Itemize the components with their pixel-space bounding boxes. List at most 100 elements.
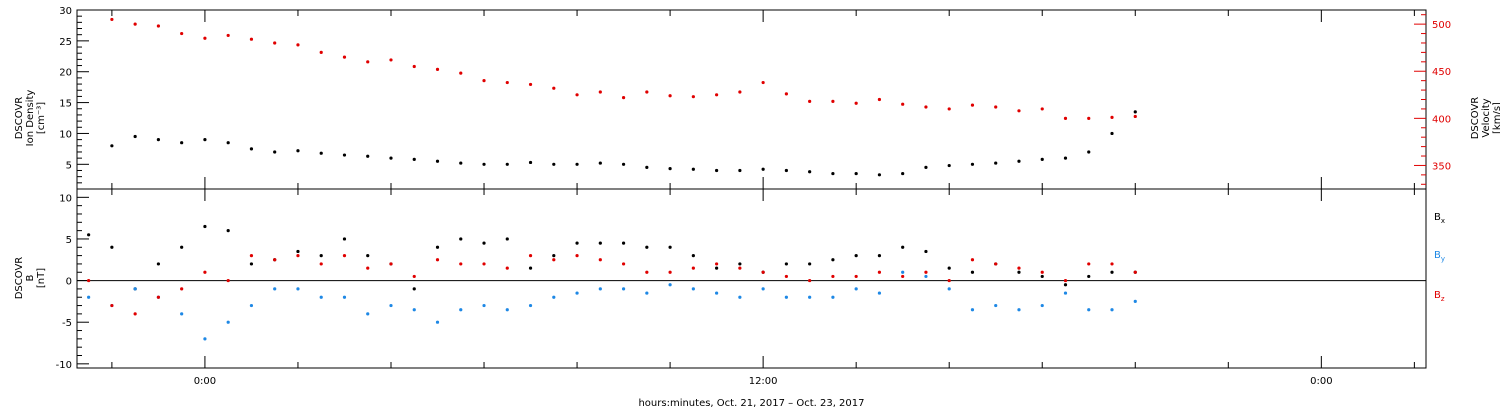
- bx-point: [598, 241, 602, 245]
- velocity-axis-label-line: DSCOVR: [1470, 97, 1481, 140]
- by-point: [552, 295, 556, 299]
- by-point: [505, 308, 509, 312]
- field-axis-label-line: DSCOVR: [14, 257, 25, 300]
- ion-density-point: [412, 157, 416, 161]
- ion-density-point: [1017, 159, 1021, 163]
- by-point: [970, 308, 975, 312]
- by-point: [412, 308, 416, 312]
- bz-point: [459, 262, 463, 266]
- ion-density-point: [645, 165, 649, 169]
- velocity-point: [738, 90, 742, 94]
- velocity-point: [1110, 115, 1114, 119]
- velocity-point: [901, 102, 905, 106]
- ion-density-point: [1040, 157, 1044, 161]
- velocity-axis-label: DSCOVR Velocity [km/s]: [1470, 97, 1500, 140]
- bz-point: [156, 295, 161, 299]
- legend-bz: Bz: [1434, 290, 1445, 303]
- bx-point: [668, 245, 672, 249]
- bx-point: [738, 262, 742, 266]
- by-point: [877, 291, 882, 295]
- by-point: [366, 312, 370, 316]
- velocity-point: [947, 107, 951, 111]
- ion-density-point: [831, 171, 835, 176]
- bx-point: [482, 241, 486, 245]
- bx-point: [528, 266, 533, 270]
- ion-density-point: [505, 162, 509, 166]
- velocity-point: [389, 58, 393, 62]
- ion-density-point: [575, 162, 579, 166]
- bz-point: [412, 274, 416, 279]
- ion-density-point: [319, 151, 323, 155]
- by-point: [621, 287, 626, 291]
- by-point: [1087, 308, 1091, 312]
- by-point: [715, 291, 719, 295]
- velocity-point: [691, 95, 695, 99]
- ion-density-point: [901, 171, 905, 176]
- bx-point: [808, 262, 812, 266]
- velocity-point: [575, 93, 579, 97]
- bz-point: [947, 278, 951, 283]
- bz-point: [784, 274, 788, 279]
- bx-point: [831, 258, 835, 262]
- velocity-point: [1063, 116, 1068, 120]
- bx-point: [366, 254, 370, 258]
- by-point: [598, 287, 602, 291]
- velocity-point: [319, 50, 323, 54]
- bz-point: [226, 278, 230, 283]
- ion-density-point: [482, 162, 486, 166]
- by-point: [249, 303, 254, 308]
- velocity-point: [156, 24, 161, 28]
- bx-point: [1087, 274, 1091, 279]
- density-axis-label-line: [cm⁻³]: [36, 102, 47, 134]
- bz-point: [366, 266, 370, 270]
- bz-point: [87, 278, 91, 283]
- by-point: [668, 283, 672, 287]
- bz-point: [249, 254, 254, 258]
- time-axis-label: hours:minutes, Oct. 21, 2017 – Oct. 23, …: [638, 398, 864, 409]
- velocity-point: [1087, 116, 1091, 120]
- ion-density-point: [459, 161, 463, 165]
- bz-point: [715, 262, 719, 266]
- field-axis-label-line: B: [25, 274, 36, 281]
- bx-point: [319, 254, 323, 258]
- bz-point: [133, 312, 137, 316]
- by-point: [459, 308, 463, 312]
- ion-density-point: [924, 165, 928, 169]
- bx-point: [505, 237, 509, 241]
- by-point: [319, 295, 323, 299]
- plasma-panel-frame: [76, 9, 1427, 190]
- field-tick-label: -10: [56, 360, 72, 371]
- velocity-tick-label: 450: [1432, 67, 1451, 78]
- bz-point: [621, 262, 626, 266]
- by-point: [1133, 299, 1137, 303]
- velocity-point: [621, 96, 626, 100]
- velocity-point: [528, 82, 533, 87]
- by-point: [1017, 308, 1021, 312]
- by-point: [133, 287, 137, 291]
- velocity-point: [366, 60, 370, 64]
- bx-point: [412, 287, 416, 291]
- bz-point: [435, 258, 440, 262]
- bx-point: [1063, 283, 1068, 287]
- by-point: [784, 295, 788, 299]
- ion-density-point: [180, 141, 184, 145]
- magnetic-field-panel: -10 -5 0 5 10 DSCOVR B [nT] Bx By Bz: [14, 188, 1445, 371]
- velocity-tick-label: 350: [1432, 161, 1451, 172]
- ion-density-point: [715, 168, 719, 173]
- velocity-point: [552, 86, 556, 90]
- bx-point: [645, 245, 649, 249]
- by-point: [1063, 291, 1068, 295]
- bz-point: [319, 262, 323, 266]
- bz-point: [110, 303, 114, 308]
- velocity-point: [761, 80, 765, 85]
- by-point: [575, 291, 579, 295]
- ion-density-point: [947, 163, 951, 168]
- bz-point: [1017, 266, 1021, 270]
- bz-point: [691, 266, 695, 270]
- bx-point: [226, 229, 230, 233]
- ion-density-point: [1110, 131, 1114, 136]
- velocity-point: [435, 67, 440, 71]
- velocity-point: [505, 80, 509, 85]
